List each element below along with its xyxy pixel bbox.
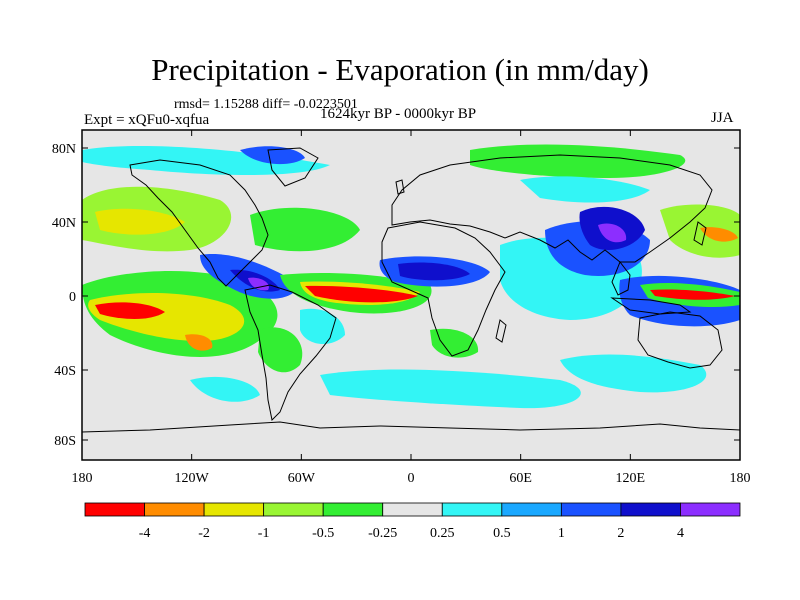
coast-madagascar [495, 319, 507, 343]
patch-north-atlantic-green [250, 207, 360, 252]
colorbar-label: 0.25 [430, 526, 455, 541]
colorbar-label: 4 [677, 526, 684, 541]
coast-indonesia [610, 297, 692, 315]
coast-japan [693, 221, 707, 246]
colorbar-label: -0.25 [368, 526, 397, 541]
lon-tick-label: 180 [730, 471, 751, 486]
colorbar-swatch [501, 502, 562, 517]
patch-east-pacific-red [95, 302, 165, 319]
patch-greenland-blue [240, 146, 305, 165]
coast-africa [381, 221, 506, 357]
patch-south-atlantic-green [258, 327, 303, 373]
patch-southern-ocean-cyan-2 [560, 354, 707, 393]
colorbar: -4 -2 -1 -0.5 -0.25 0.25 0.5 1 2 4 [84, 502, 741, 541]
colorbar-swatch [620, 502, 681, 517]
patch-eurasia-green [470, 144, 686, 178]
colorbar-swatch [144, 502, 205, 517]
longitude-axis: 180 120W 60W 0 60E 120E 180 [72, 130, 751, 486]
patch-nw-pacific-orange [700, 227, 738, 242]
lon-tick-label: 60E [509, 471, 532, 486]
coast-uk [395, 179, 405, 195]
lon-tick-label: 60W [288, 471, 316, 486]
patch-se-pacific-cyan [190, 376, 260, 402]
lat-tick-label: 0 [69, 290, 76, 305]
patch-atlantic-red [305, 285, 418, 303]
patch-south-pacific-orange [185, 334, 213, 351]
season-label: JJA [711, 110, 734, 126]
colorbar-label: 1 [558, 526, 565, 541]
patch-nw-pacific-green [660, 204, 740, 258]
stats-label: rmsd= 1.15288 diff= -0.0223501 [174, 97, 358, 112]
patch-india-purple [598, 223, 627, 243]
colorbar-label: 0.5 [493, 526, 511, 541]
colorbar-label: 2 [617, 526, 624, 541]
colorbar-swatch [560, 502, 622, 517]
lat-tick-label: 40S [54, 364, 76, 379]
colorbar-swatch [322, 502, 384, 517]
patch-north-pacific-cyan [82, 145, 330, 175]
colorbar-label: -2 [198, 526, 210, 541]
colorbar-swatch [680, 502, 741, 517]
patch-siberia-cyan [520, 176, 650, 203]
lat-tick-label: 80S [54, 434, 76, 449]
period-label: 1624kyr BP - 0000kyr BP [320, 106, 477, 122]
patch-caribbean-purple [248, 277, 269, 291]
coast-australia [637, 311, 723, 369]
field-patches [82, 144, 740, 409]
colorbar-swatch [441, 502, 503, 517]
coast-greenland [267, 147, 319, 187]
lat-tick-label: 80N [52, 142, 76, 157]
lon-tick-label: 120E [616, 471, 646, 486]
colorbar-swatch [203, 502, 265, 517]
experiment-label: Expt = xQFu0-xqfua [84, 112, 210, 128]
coast-eurasia [391, 154, 713, 263]
patch-north-pacific-yellow [95, 208, 185, 235]
chart-title: Precipitation - Evaporation (in mm/day) [151, 52, 649, 87]
patch-sahel-navy [398, 262, 470, 281]
patch-southern-ocean-cyan [320, 369, 581, 409]
colorbar-swatch [84, 502, 145, 517]
lon-tick-label: 0 [408, 471, 415, 486]
colorbar-label: -1 [258, 526, 270, 541]
lon-tick-label: 180 [72, 471, 93, 486]
colorbar-label: -4 [139, 526, 151, 541]
map-field [82, 130, 740, 460]
lat-tick-label: 40N [52, 216, 76, 231]
patch-west-pacific-red [650, 289, 735, 300]
coast-antarctica [82, 421, 740, 433]
colorbar-swatch [382, 502, 443, 517]
colorbar-swatch [263, 502, 324, 517]
coast-north-america [129, 159, 269, 287]
lon-tick-label: 120W [175, 471, 210, 486]
patch-south-america-cyan [300, 308, 345, 345]
coast-indochina [611, 260, 631, 296]
colorbar-label: -0.5 [312, 526, 334, 541]
coast-south-america [244, 284, 337, 422]
latitude-axis: 80N 40N 0 40S 80S [52, 142, 740, 449]
coastlines [82, 147, 740, 433]
